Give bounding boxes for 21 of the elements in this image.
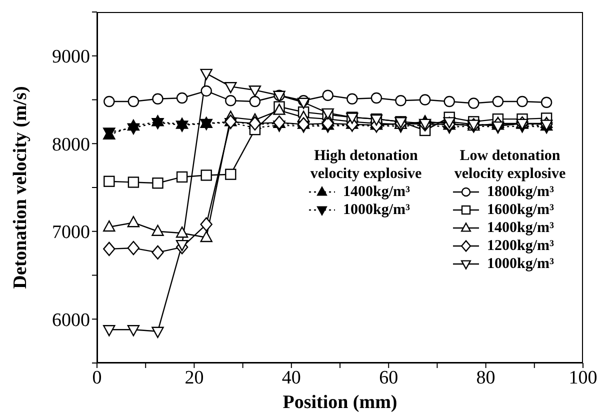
annotation: Low detonation velocity explosive (453, 147, 567, 183)
x-axis-title: Position (mm) (282, 392, 398, 413)
x-tick-label: 0 (92, 367, 102, 388)
y-tick-label: 6000 (52, 310, 90, 331)
y-axis-title: Detonation velocity (m/s) (10, 86, 31, 289)
legend-label: 1400kg/m³ (343, 183, 410, 201)
legend-label: 1400kg/m³ (487, 219, 554, 237)
legend-label: 1000kg/m³ (487, 255, 554, 273)
annotation: High detonation velocity explosive (309, 147, 423, 183)
y-tick-label: 9000 (52, 46, 90, 68)
legend-label: 1000kg/m³ (343, 201, 410, 219)
y-tick-label: 7000 (52, 222, 90, 244)
legend-label: 1600kg/m³ (487, 201, 554, 219)
x-tick-label: 40 (282, 367, 301, 388)
legend-label: 1200kg/m³ (487, 237, 554, 255)
legend-label: 1800kg/m³ (487, 183, 554, 201)
x-tick-label: 60 (379, 367, 398, 388)
x-tick-label: 100 (568, 367, 598, 388)
y-tick-label: 8000 (52, 134, 90, 156)
x-tick-label: 20 (184, 367, 204, 388)
x-tick-label: 80 (476, 367, 496, 388)
